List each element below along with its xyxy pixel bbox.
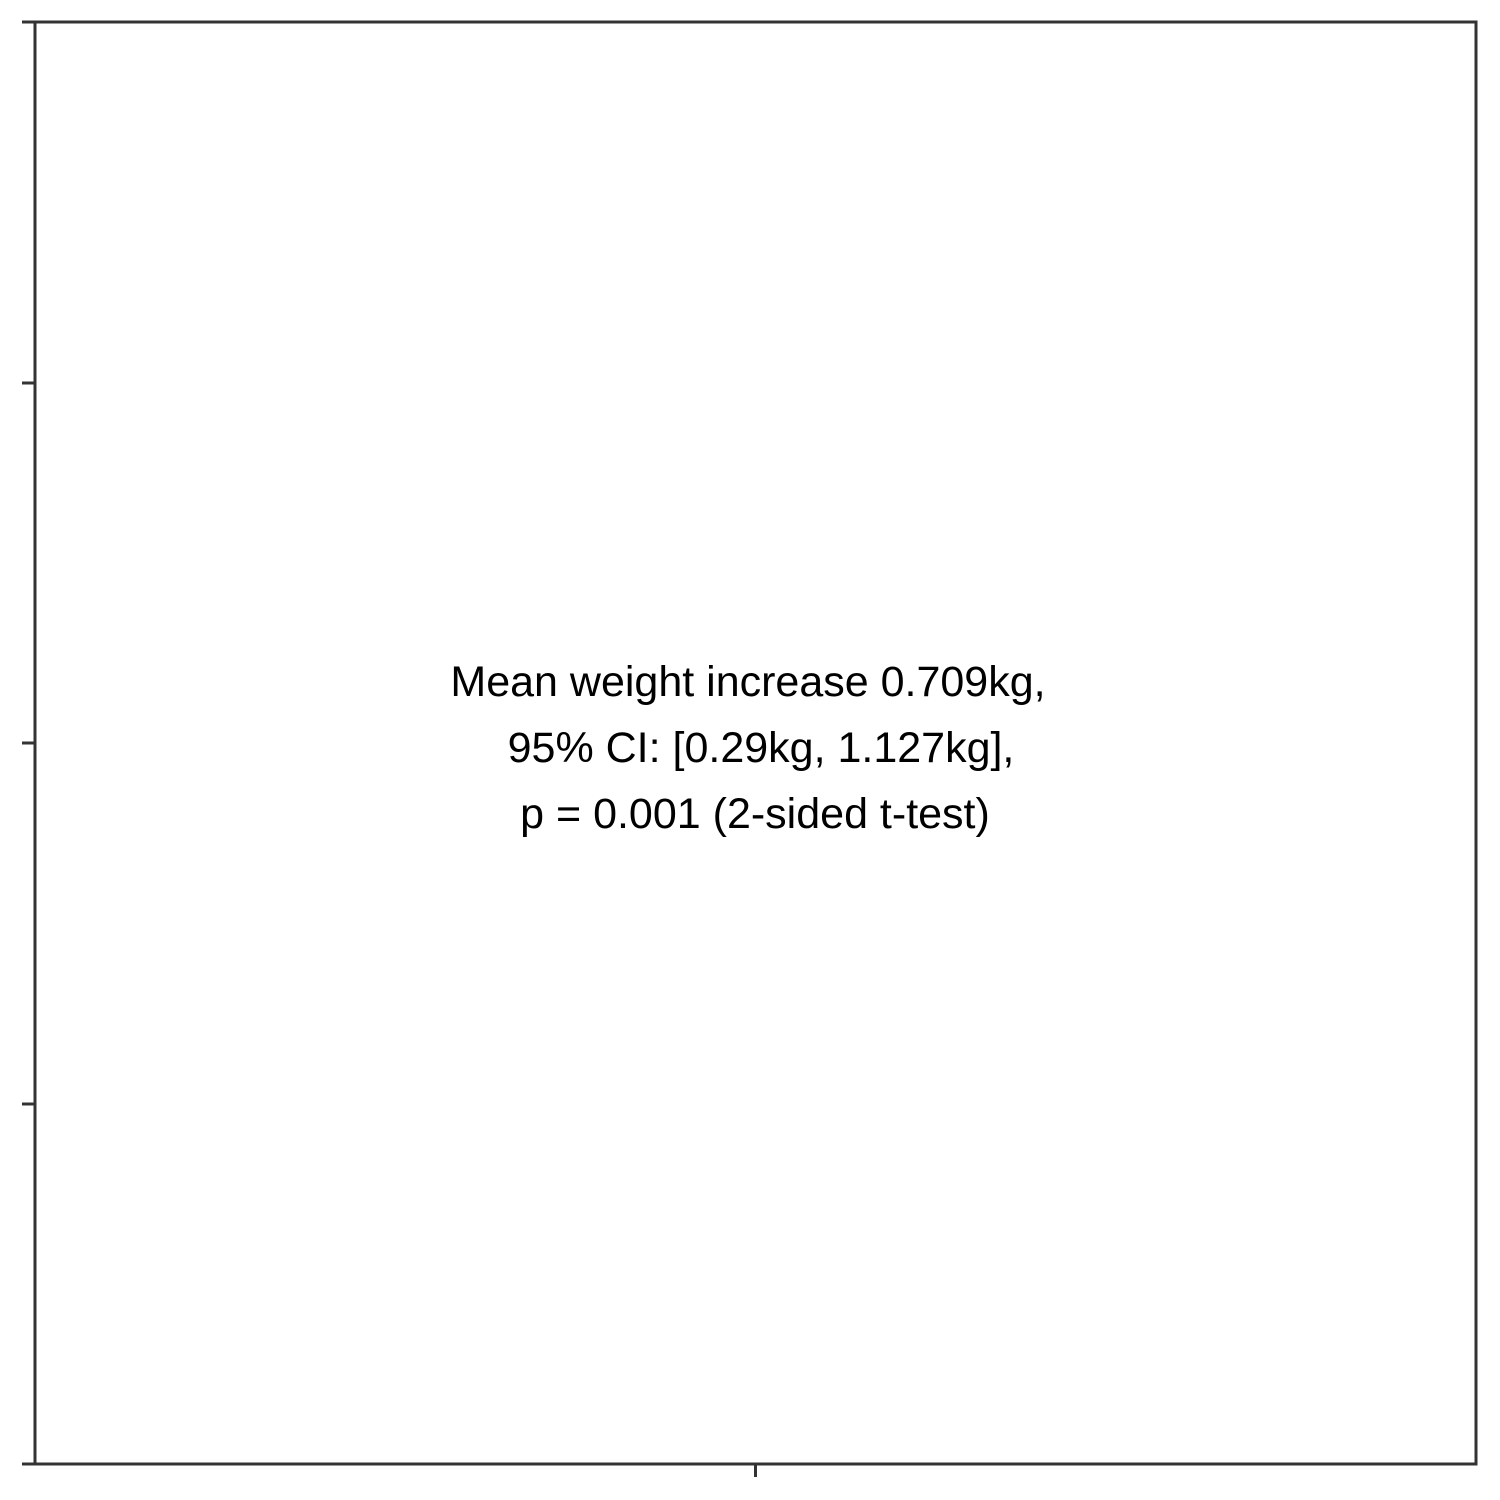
annotation: Mean weight increase 0.709kg, 95% CI: [0… <box>450 658 1045 838</box>
annotation-line-2: 95% CI: [0.29kg, 1.127kg], <box>508 724 1015 772</box>
annotation-line-1: Mean weight increase 0.709kg, <box>450 658 1045 706</box>
y-axis-ticks <box>22 20 35 1466</box>
annotation-line-3: p = 0.001 (2-sided t-test) <box>520 790 990 838</box>
panel-border <box>33 20 1478 1466</box>
